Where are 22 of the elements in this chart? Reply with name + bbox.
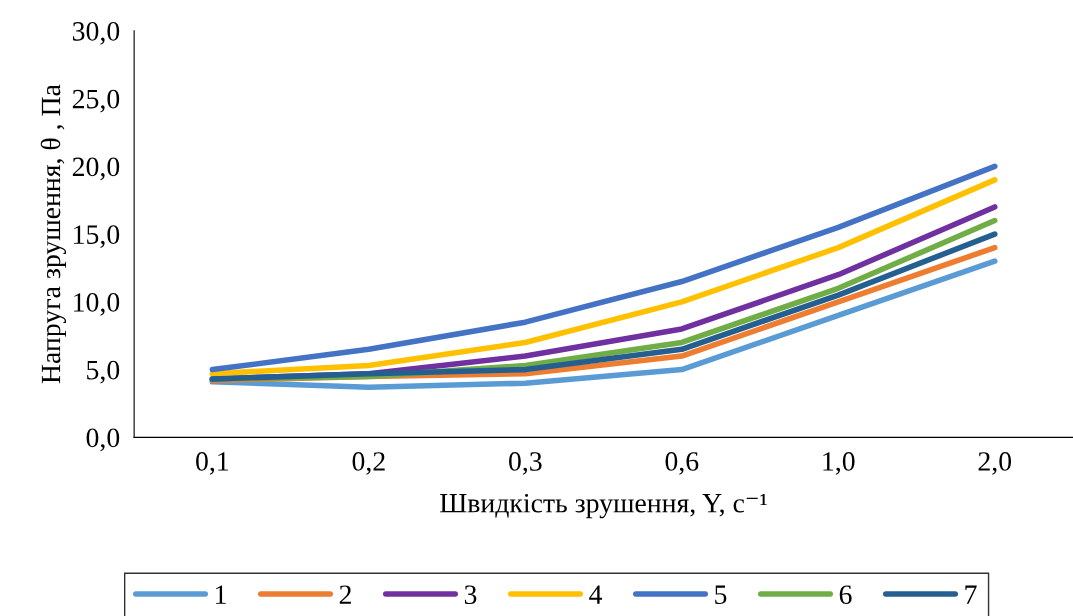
legend-label: 2 xyxy=(339,585,351,604)
y-tick-label: 0,0 xyxy=(86,428,120,452)
x-tick-label: 1,0 xyxy=(823,452,855,475)
legend-label: 4 xyxy=(589,585,603,604)
x-tick-label: 0,1 xyxy=(196,452,229,475)
y-tick-label: 25,0 xyxy=(72,89,120,113)
y-axis-title: Напруга зрушення, θ , Па xyxy=(40,84,67,384)
x-tick-label: 0,6 xyxy=(665,452,699,475)
legend-label: 6 xyxy=(839,585,852,605)
x-axis-title: Швидкість зрушення, Υ, с⁻¹ xyxy=(440,493,767,519)
legend-label: 5 xyxy=(715,585,727,605)
x-tick-label: 2,0 xyxy=(978,452,1012,475)
y-tick-label: 30,0 xyxy=(72,21,120,45)
x-tick-label: 0,3 xyxy=(509,452,542,475)
y-tick-label: 10,0 xyxy=(74,293,120,316)
legend-label: 1 xyxy=(216,585,226,604)
y-tick-label: 15,0 xyxy=(74,225,120,248)
y-tick-label: 5,0 xyxy=(87,360,120,384)
legend-label: 7 xyxy=(965,585,977,604)
legend-label: 3 xyxy=(464,585,477,605)
x-tick-label: 0,2 xyxy=(352,452,385,475)
y-tick-label: 20,0 xyxy=(72,157,120,181)
